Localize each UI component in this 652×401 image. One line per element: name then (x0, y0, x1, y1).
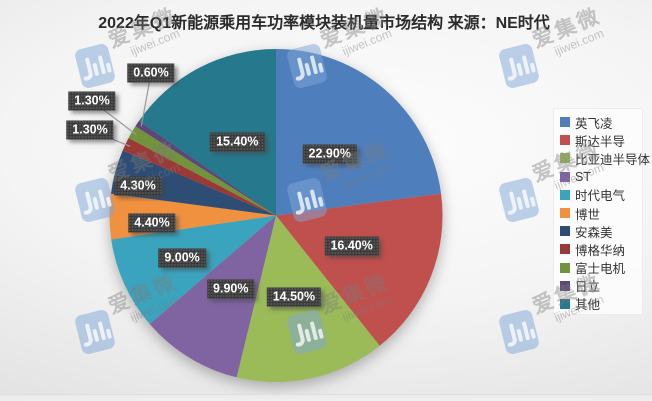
legend-swatch-icon (560, 244, 570, 255)
legend-item-4: 时代电气 (560, 186, 642, 204)
legend-item-10: 其他 (560, 295, 642, 313)
legend-swatch-icon (560, 280, 570, 291)
legend-label: 富士电机 (575, 262, 626, 277)
legend-item-2: 比亚迪半导体 (560, 149, 650, 167)
data-label-1: 16.40% (324, 236, 379, 256)
legend-item-1: 斯达半导 (560, 131, 642, 149)
legend-label: 比亚迪半导体 (575, 152, 651, 167)
pie-slice-0 (276, 49, 442, 216)
legend-swatch-icon (560, 171, 570, 182)
legend-item-8: 富士电机 (560, 259, 642, 277)
chart-title: 2022年Q1新能源乘用车功率模块装机量市场结构 来源：NE时代 (98, 15, 550, 32)
bottom-edge-strip (0, 394, 652, 401)
legend-item-3: ST (560, 168, 642, 186)
legend-item-0: 英飞凌 (560, 113, 642, 131)
data-label-7: 1.30% (66, 120, 114, 140)
legend-label: 其他 (575, 298, 601, 313)
legend-label: 英飞凌 (575, 116, 613, 131)
pie-slice-8 (128, 126, 276, 216)
pie-slice-10 (138, 48, 276, 216)
legend: 英飞凌斯达半导比亚迪半导体 ST 时代电气博世安森美博格华纳富士电机日立其他 (553, 108, 650, 315)
legend-label: 斯达半导 (575, 134, 626, 149)
legend-label: ST (575, 169, 591, 184)
legend-label: 时代电气 (575, 189, 626, 204)
pie-slice-1 (276, 193, 443, 346)
data-label-2: 14.50% (266, 287, 322, 307)
data-label-5: 4.40% (128, 213, 176, 233)
data-label-9: 0.60% (127, 63, 175, 83)
pie-slice-7 (122, 138, 276, 216)
legend-label: 博格华纳 (575, 243, 626, 258)
legend-swatch-icon (560, 262, 570, 273)
legend-item-5: 博世 (560, 204, 642, 222)
legend-label: 博世 (575, 207, 601, 222)
legend-item-9: 日立 (560, 277, 642, 295)
data-label-6: 4.30% (114, 176, 162, 196)
data-label-3: 9.90% (207, 279, 255, 299)
pie-slice-4 (111, 215, 277, 325)
legend-swatch-icon (560, 153, 570, 164)
pie-slice-6 (110, 150, 276, 216)
legend-swatch-icon (560, 208, 570, 219)
legend-swatch-icon (560, 226, 570, 237)
legend-swatch-icon (560, 189, 570, 200)
legend-swatch-icon (560, 117, 570, 128)
pie-slice-9 (135, 121, 276, 216)
legend-swatch-icon (560, 135, 570, 146)
legend-item-7: 博格华纳 (560, 240, 642, 258)
legend-item-6: 安森美 (560, 222, 642, 240)
data-label-0: 22.90% (302, 144, 357, 164)
legend-swatch-icon (560, 298, 570, 309)
data-label-8: 1.30% (68, 91, 116, 111)
data-label-10: 15.40% (210, 132, 265, 152)
legend-label: 安森美 (575, 225, 613, 240)
data-label-4: 9.00% (158, 248, 206, 268)
legend-label: 日立 (575, 280, 601, 295)
